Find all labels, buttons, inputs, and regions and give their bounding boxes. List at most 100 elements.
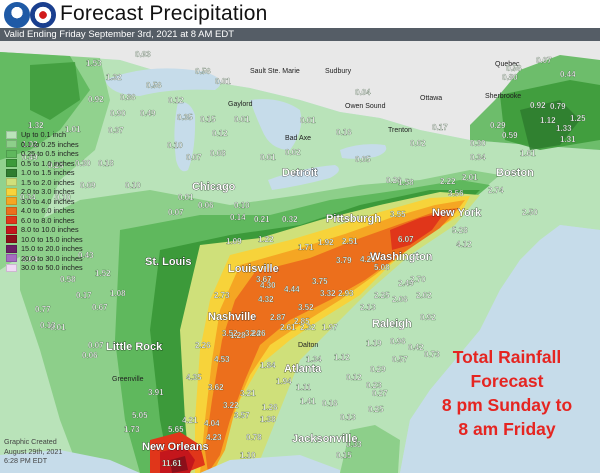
legend-swatch <box>6 244 17 253</box>
legend-label: 3.0 to 4.0 inches <box>21 196 75 206</box>
amount-label: 0.34 <box>20 193 36 202</box>
precip-4.0-6.0 <box>205 208 458 473</box>
amount-label: 2.73 <box>214 291 230 300</box>
amount-label: 0.10 <box>167 141 183 150</box>
amount-label: 2.74 <box>488 186 504 195</box>
amount-label: 0.33 <box>346 440 362 449</box>
amount-label: 0.10 <box>234 201 250 210</box>
place-sherbrooke: Sherbrooke <box>485 93 521 100</box>
amount-label: 0.25 <box>368 405 384 414</box>
amount-label: 1.92 <box>318 238 334 247</box>
amount-label: 4.30 <box>260 281 276 290</box>
amount-label: 1.10 <box>240 451 256 460</box>
amount-label: 0.27 <box>372 389 388 398</box>
legend-item: 15.0 to 20.0 inches <box>6 244 83 254</box>
gulf-coast-water <box>200 455 340 473</box>
amount-label: 0.96 <box>390 337 406 346</box>
legend-swatch <box>6 178 17 187</box>
place-owen-sound: Owen Sound <box>345 103 386 110</box>
amount-label: 4.35 <box>186 373 202 382</box>
atlantic-ocean <box>400 225 600 473</box>
amount-label: 0.43 <box>78 251 94 260</box>
amount-label: 0.09 <box>80 181 96 190</box>
valid-time-bar: Valid Ending Friday September 3rd, 2021 … <box>0 28 600 41</box>
legend-item: 2.0 to 3.0 inches <box>6 187 83 197</box>
legend-swatch <box>6 225 17 234</box>
amount-label: 0.01 <box>260 153 276 162</box>
amount-label: 1.94 <box>276 377 292 386</box>
legend-label: 0.1 to 0.25 inches <box>21 139 79 149</box>
callout-line-2: Forecast <box>470 371 544 391</box>
amount-label: 0.10 <box>55 193 71 202</box>
amount-label: 0.56 <box>195 67 211 76</box>
amount-label: 1.32 <box>28 121 44 130</box>
amount-label: 1.12 <box>334 353 350 362</box>
legend-label: 4.0 to 6.0 inches <box>21 206 75 216</box>
amount-label: 1.38 <box>260 415 276 424</box>
city-jacksonville: Jacksonville <box>292 433 357 445</box>
amount-label: 0.07 <box>88 341 104 350</box>
amount-label: 4.53 <box>214 355 230 364</box>
amount-label: 0.30 <box>470 139 486 148</box>
legend-swatch <box>6 159 17 168</box>
amount-label: 4.26 <box>360 255 376 264</box>
amount-label: 1.19 <box>366 339 382 348</box>
amount-label: 11.61 <box>162 459 182 468</box>
amount-label: 0.05 <box>355 155 371 164</box>
amount-label: 0.29 <box>490 121 506 130</box>
amount-label: 0.04 <box>22 255 38 264</box>
amount-label: 0.02 <box>285 148 301 157</box>
amount-label: 0.37 <box>108 126 124 135</box>
amount-label: 1.11 <box>296 383 312 392</box>
amount-label: 3.56 <box>448 189 464 198</box>
amount-label: 3.79 <box>336 256 352 265</box>
legend-label: 1.0 to 1.5 inches <box>21 168 75 178</box>
amount-label: 0.01 <box>50 323 66 332</box>
amount-label: 0.07 <box>536 56 552 65</box>
amount-label: 0.57 <box>392 355 408 364</box>
amount-label: 0.44 <box>560 70 576 79</box>
amount-label: 2.06 <box>392 295 408 304</box>
place-ottawa: Ottawa <box>420 95 442 102</box>
amount-label: 0.63 <box>135 50 151 59</box>
legend-item: 4.0 to 6.0 inches <box>6 206 83 216</box>
amount-label: 4.32 <box>258 295 274 304</box>
city-new-orleans: New Orleans <box>142 441 209 453</box>
precip-6.0-8.0-mid-atlantic <box>390 212 445 250</box>
amount-label: 1.26 <box>262 403 278 412</box>
amount-label: 1.33 <box>556 124 572 133</box>
canada-land <box>0 41 600 150</box>
legend-item: 0.1 to 0.25 inches <box>6 140 83 150</box>
city-louisville: Louisville <box>228 263 279 275</box>
lake-ontario <box>340 144 387 159</box>
nws-logo-icon <box>30 2 56 28</box>
amount-label: 1.41 <box>300 397 316 406</box>
amount-label: 0.02 <box>410 139 426 148</box>
amount-label: 2.01 <box>462 173 478 182</box>
amount-label: 0.35 <box>177 113 193 122</box>
lake-erie <box>268 165 339 190</box>
legend-item: Up to 0.1 inch <box>6 130 83 140</box>
amount-label: 1.32 <box>106 73 122 82</box>
callout-line-4: 8 am Friday <box>458 419 556 439</box>
lake-huron <box>250 99 302 150</box>
precip-10.0-15.0-louisiana <box>170 456 188 473</box>
amount-label: 2.26 <box>195 341 211 350</box>
amount-label: 3.32 <box>320 289 336 298</box>
lake-superior <box>105 68 221 96</box>
amount-label: 3.62 <box>208 383 224 392</box>
precip-1.0-1.5-northeast <box>520 100 580 150</box>
amount-label: 3.91 <box>148 388 164 397</box>
amount-label: 4.44 <box>284 285 300 294</box>
amount-label: 0.79 <box>550 102 566 111</box>
amount-label: 1.02 <box>22 140 38 149</box>
footer-line-3: 6:28 PM EDT <box>4 456 48 465</box>
amount-label: 3.21 <box>240 389 256 398</box>
legend-item: 0.5 to 1.0 inches <box>6 159 83 169</box>
amount-label: 0.67 <box>92 303 108 312</box>
footer-line-2: August 29th, 2021 <box>4 446 63 456</box>
legend-label: 8.0 to 10.0 inches <box>21 225 79 235</box>
callout-line-1: Total Rainfall <box>452 347 562 367</box>
amount-label: 0.06 <box>198 201 214 210</box>
amount-label: 2.61 <box>280 323 296 332</box>
